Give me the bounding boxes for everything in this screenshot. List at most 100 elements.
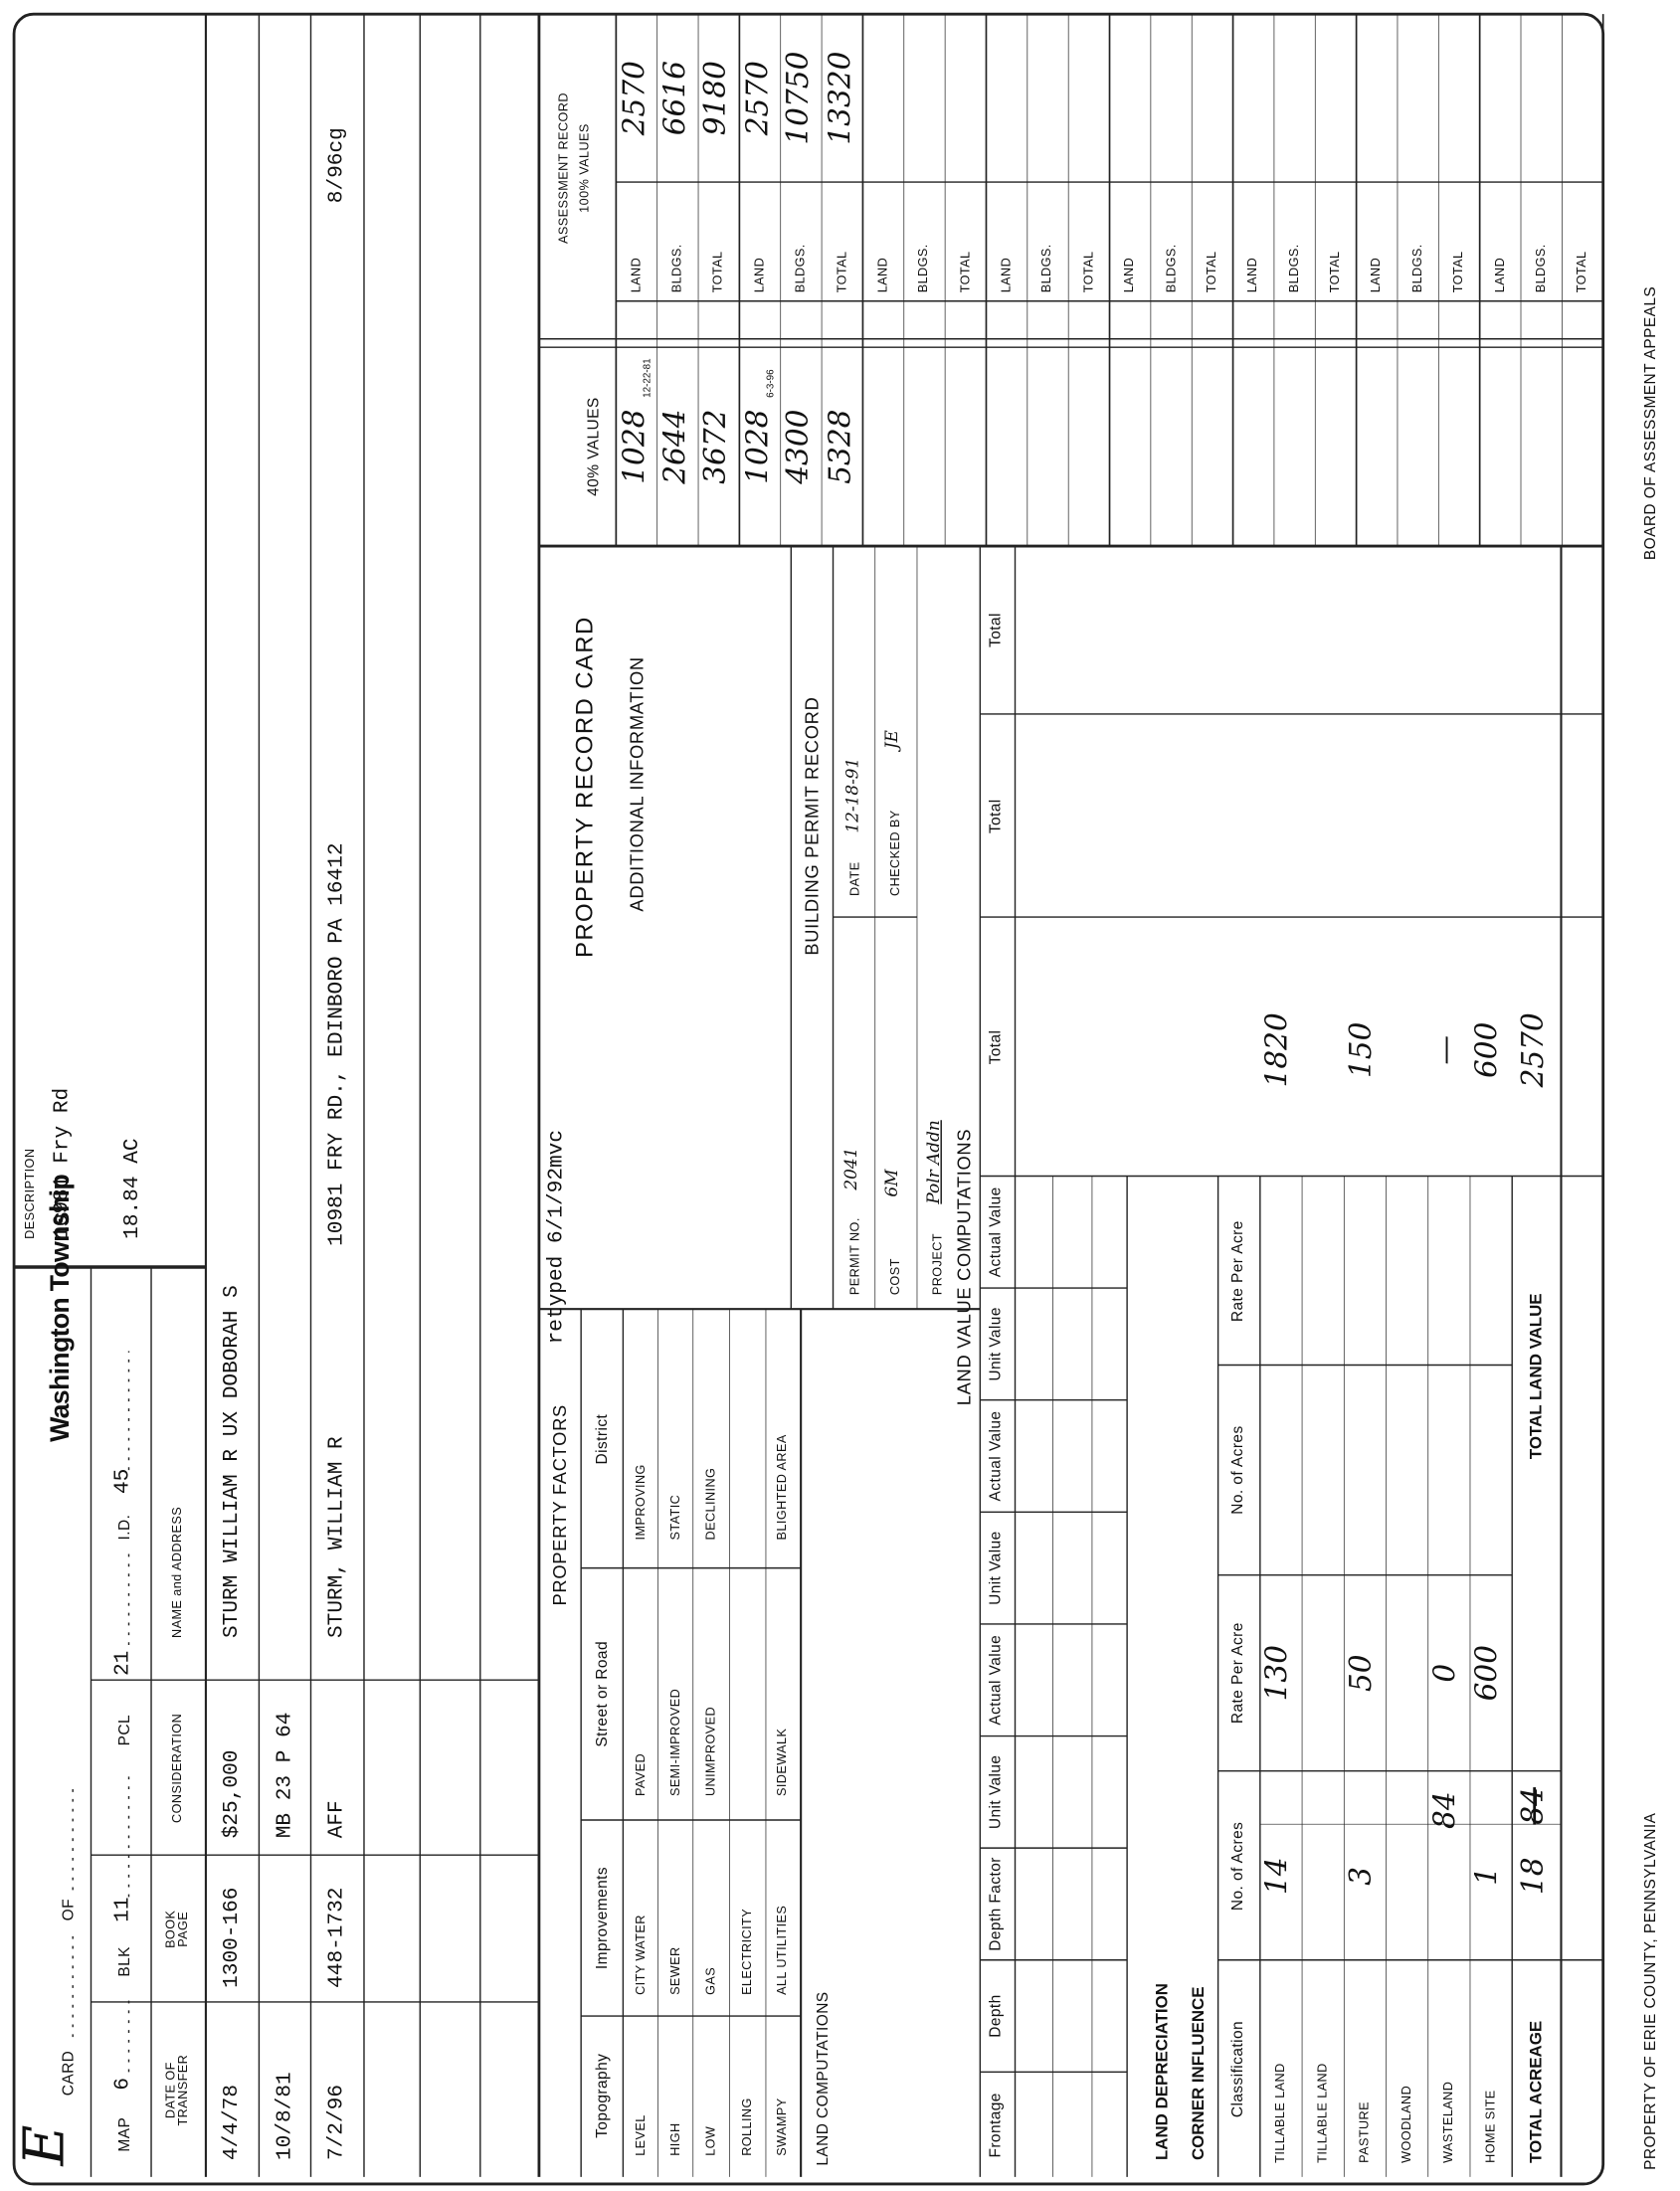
improvement-option: GAS — [703, 1966, 718, 1995]
land-depreciation-title: LAND DEPRECIATION — [1152, 1983, 1172, 2161]
classification-column-header: Classification — [1229, 2020, 1247, 2118]
checked-by-label: CHECKED BY — [887, 810, 902, 896]
full-value: 9180 — [698, 61, 733, 136]
transfer-book-page: 1300-166 — [220, 1887, 245, 1988]
assessment-row-label: BLDGS. — [1533, 244, 1548, 293]
assessment-title: ASSESSMENT RECORD — [556, 92, 571, 245]
factor-column-header: Improvements — [594, 1866, 612, 1970]
additional-information: ADDITIONAL INFORMATION — [626, 656, 648, 912]
footer-left: PROPERTY OF ERIE COUNTY, PENNSYLVANIA — [1642, 1812, 1660, 2170]
assessment-row-label: LAND — [1122, 257, 1137, 293]
transfer-book-page: 448-1732 — [324, 1887, 349, 1988]
total-acreage-fraction: 84 — [1516, 1787, 1551, 1825]
pcl: 21 — [110, 1650, 135, 1677]
cost: 6M — [881, 1169, 902, 1197]
pcl-label: PCL — [116, 1714, 134, 1746]
land-value-column-header: Depth — [987, 1994, 1005, 2038]
classification-column-header: No. of Acres — [1229, 1425, 1247, 1515]
map: 6 — [110, 2077, 135, 2091]
full-value: 6616 — [657, 61, 692, 136]
topography-option: SWAMPY — [774, 2098, 789, 2156]
classification: PASTURE — [1357, 2100, 1372, 2163]
full-value: 13320 — [823, 51, 856, 145]
land-acres: 14 — [1259, 1857, 1294, 1896]
improvement-option: CITY WATER — [633, 1915, 648, 1995]
forty-percent-value: 1028 — [617, 409, 652, 484]
improvement-option: ALL UTILITIES — [774, 1905, 789, 1995]
land-value-title: LAND VALUE COMPUTATIONS — [953, 1128, 975, 1406]
description: 10981 Fry Rd — [50, 1087, 75, 1239]
land-acres: 3 — [1344, 1866, 1379, 1886]
forty-percent-value: 2644 — [657, 409, 692, 484]
transfer-date: 7/2/96 — [324, 2085, 349, 2161]
assessment-row-label: LAND — [1245, 257, 1260, 293]
date-label: DATE — [846, 861, 862, 896]
land-value-column-header: Actual Value — [987, 1410, 1005, 1502]
assessment-row-label: LAND — [875, 257, 890, 293]
building-permit-title: BUILDING PERMIT RECORD — [801, 696, 823, 956]
land-value-column-header: Total — [987, 613, 1005, 647]
land-acres: 1 — [1469, 1866, 1504, 1886]
id: 45 — [110, 1468, 135, 1495]
land-value-column-header: Frontage — [987, 2093, 1005, 2158]
topography-option: LOW — [703, 2125, 718, 2156]
land-value-column-header: Unit Value — [987, 1307, 1005, 1381]
corner-influence-title: CORNER INFLUENCE — [1188, 1986, 1209, 2161]
transfer-column-header: BOOK PAGE — [163, 1910, 191, 1948]
assessment-row-label: BLDGS. — [1409, 244, 1424, 293]
assessment-row-label: LAND — [1369, 257, 1384, 293]
street-option: UNIMPROVED — [703, 1706, 718, 1797]
assessment-row-label: TOTAL — [1574, 251, 1589, 293]
transfer-column-header: NAME and ADDRESS — [169, 1506, 184, 1638]
assessment-row-label: BLDGS. — [1163, 244, 1178, 293]
district-option: STATIC — [667, 1494, 682, 1541]
assessment-row-label: TOTAL — [1450, 251, 1466, 293]
transfer-consideration: MB 23 P 64 — [273, 1712, 297, 1839]
classification: TILLABLE LAND — [1272, 2063, 1287, 2163]
retyped-note: retyped 6/1/92mvc — [544, 1129, 569, 1345]
blk: 11 — [110, 1897, 135, 1922]
factor-column-header: District — [594, 1413, 612, 1465]
of-label: OF — [60, 1898, 78, 1921]
improvement-option: SEWER — [667, 1946, 682, 1995]
assessment-row-label: BLDGS. — [916, 244, 931, 293]
assessment-date: 6-3-96 — [766, 369, 777, 398]
assessment-row-label: LAND — [1492, 257, 1507, 293]
land-total: 600 — [1469, 1021, 1504, 1079]
assessment-subtitle: 100% VALUES — [577, 123, 592, 213]
classification: WASTELAND — [1440, 2081, 1455, 2163]
assessment-row-label: LAND — [999, 257, 1014, 293]
transfer-column-header: DATE OF TRANSFER — [163, 2054, 191, 2126]
full-value: 10750 — [781, 51, 816, 145]
transfer-consideration: AFF — [324, 1800, 349, 1839]
forty-percent-value: 4300 — [781, 409, 816, 484]
card-border — [12, 12, 1605, 2186]
topography-option: HIGH — [667, 2122, 682, 2156]
classification-column-header: No. of Acres — [1229, 1821, 1247, 1912]
full-value: 2570 — [740, 61, 775, 136]
land-total: 150 — [1344, 1021, 1379, 1079]
land-computations-label: LAND COMPUTATIONS — [815, 1991, 833, 2166]
assessment-row-label: BLDGS. — [793, 244, 808, 293]
full-value: 2570 — [617, 61, 652, 136]
assessment-row-label: LAND — [628, 257, 644, 293]
assessment-row-label: TOTAL — [1327, 251, 1342, 293]
land-rate: 130 — [1259, 1644, 1294, 1702]
total-acreage: 18 — [1516, 1857, 1551, 1896]
transfer-note: 8/96cg — [324, 127, 349, 204]
factor-column-header: Topography — [594, 2053, 612, 2138]
transfer-name: STURM WILLIAM R UX DOBORAH S — [220, 1285, 245, 1638]
permit-no: 2041 — [840, 1147, 861, 1190]
forty-percent-value: 1028 — [740, 409, 775, 484]
forty-percent-label: 40% VALUES — [585, 397, 603, 496]
project: Polr Addn — [923, 1120, 944, 1204]
land-value-column-header: Actual Value — [987, 1187, 1005, 1278]
map-label: MAP — [116, 2116, 134, 2152]
transfer-consideration: $25,000 — [220, 1749, 245, 1839]
classification-column-header: Rate Per Acre — [1229, 1622, 1247, 1725]
land-total: — — [1427, 1035, 1462, 1065]
assessment-row-label: LAND — [752, 257, 767, 293]
land-value-column-header: Total — [987, 799, 1005, 834]
forty-percent-value: 3672 — [698, 409, 733, 484]
